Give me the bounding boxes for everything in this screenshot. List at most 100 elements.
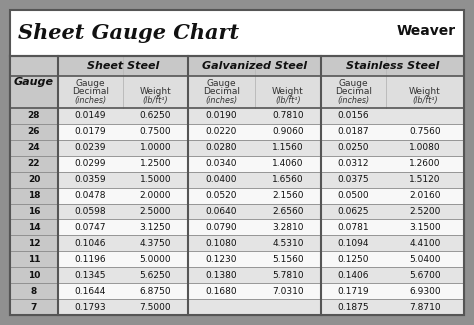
Bar xyxy=(188,140,321,156)
Text: (lb/ft¹): (lb/ft¹) xyxy=(143,97,168,106)
Bar xyxy=(321,108,464,124)
Text: 4.4100: 4.4100 xyxy=(410,239,441,248)
Text: 0.0250: 0.0250 xyxy=(338,143,369,152)
Text: 2.6560: 2.6560 xyxy=(272,207,304,216)
Text: 0.1680: 0.1680 xyxy=(206,287,237,296)
Text: 1.6560: 1.6560 xyxy=(272,175,304,184)
Text: 3.2810: 3.2810 xyxy=(272,223,304,232)
Bar xyxy=(58,140,188,156)
Bar xyxy=(188,124,321,140)
Bar xyxy=(321,56,464,76)
Text: 0.0625: 0.0625 xyxy=(338,207,369,216)
Text: 2.0000: 2.0000 xyxy=(140,191,171,200)
Text: 14: 14 xyxy=(27,223,40,232)
Text: 2.5200: 2.5200 xyxy=(410,207,441,216)
Bar xyxy=(10,156,58,172)
Text: 0.1080: 0.1080 xyxy=(206,239,237,248)
Text: 0.1793: 0.1793 xyxy=(75,303,106,312)
Bar xyxy=(188,188,321,203)
Text: 0.0239: 0.0239 xyxy=(75,143,106,152)
Text: 0.1345: 0.1345 xyxy=(75,271,106,280)
Text: 0.0781: 0.0781 xyxy=(337,223,369,232)
Bar xyxy=(58,283,188,299)
Bar xyxy=(188,219,321,235)
Bar xyxy=(10,108,58,124)
Text: Sheet Steel: Sheet Steel xyxy=(87,61,159,71)
Text: 11: 11 xyxy=(28,255,40,264)
Text: 6.8750: 6.8750 xyxy=(140,287,171,296)
Text: (inches): (inches) xyxy=(205,97,237,106)
Text: 20: 20 xyxy=(28,175,40,184)
Bar xyxy=(188,283,321,299)
Text: 18: 18 xyxy=(28,191,40,200)
Bar xyxy=(10,124,58,140)
Bar xyxy=(321,299,464,315)
Bar xyxy=(10,56,58,76)
Bar xyxy=(188,267,321,283)
Text: 0.1380: 0.1380 xyxy=(206,271,237,280)
Bar xyxy=(58,76,188,108)
Text: 16: 16 xyxy=(28,207,40,216)
Text: 3.1500: 3.1500 xyxy=(409,223,441,232)
Text: 8: 8 xyxy=(31,287,37,296)
Bar xyxy=(10,219,58,235)
Text: 1.4060: 1.4060 xyxy=(272,159,304,168)
Text: 7: 7 xyxy=(31,303,37,312)
Bar xyxy=(188,251,321,267)
Text: 7.8710: 7.8710 xyxy=(409,303,441,312)
Text: 0.0747: 0.0747 xyxy=(75,223,106,232)
Text: 0.1094: 0.1094 xyxy=(338,239,369,248)
Bar xyxy=(58,108,188,124)
Text: 0.0220: 0.0220 xyxy=(206,127,237,136)
Text: 0.1875: 0.1875 xyxy=(337,303,369,312)
Bar xyxy=(321,235,464,251)
Text: Gauge: Gauge xyxy=(14,77,54,87)
Text: 0.1230: 0.1230 xyxy=(206,255,237,264)
Text: 0.0640: 0.0640 xyxy=(206,207,237,216)
Text: 0.0375: 0.0375 xyxy=(337,175,369,184)
Text: 5.7810: 5.7810 xyxy=(272,271,304,280)
Bar xyxy=(188,235,321,251)
Text: 12: 12 xyxy=(28,239,40,248)
Text: 5.0000: 5.0000 xyxy=(140,255,171,264)
Text: 0.0149: 0.0149 xyxy=(75,111,106,121)
Text: 1.0000: 1.0000 xyxy=(140,143,171,152)
Text: 1.2600: 1.2600 xyxy=(409,159,441,168)
Text: 4.3750: 4.3750 xyxy=(140,239,171,248)
Bar xyxy=(321,267,464,283)
Text: 0.0299: 0.0299 xyxy=(75,159,106,168)
Bar xyxy=(188,172,321,188)
Text: Gauge: Gauge xyxy=(207,79,237,87)
Text: 0.0156: 0.0156 xyxy=(337,111,369,121)
Text: Decimal: Decimal xyxy=(335,87,372,97)
Text: 28: 28 xyxy=(28,111,40,121)
Text: 0.1406: 0.1406 xyxy=(338,271,369,280)
Text: 0.0340: 0.0340 xyxy=(206,159,237,168)
Bar xyxy=(10,140,58,156)
Bar xyxy=(321,251,464,267)
Text: Weaver: Weaver xyxy=(397,24,456,38)
Text: Weight: Weight xyxy=(272,87,304,97)
Text: 24: 24 xyxy=(27,143,40,152)
Text: 5.0400: 5.0400 xyxy=(409,255,441,264)
Text: 0.0280: 0.0280 xyxy=(206,143,237,152)
Bar xyxy=(188,156,321,172)
Text: 1.5000: 1.5000 xyxy=(140,175,171,184)
Text: Weight: Weight xyxy=(140,87,172,97)
Text: 0.1719: 0.1719 xyxy=(337,287,369,296)
Text: Weight: Weight xyxy=(409,87,441,97)
Bar xyxy=(321,156,464,172)
Text: Galvanized Steel: Galvanized Steel xyxy=(202,61,307,71)
Bar xyxy=(321,283,464,299)
Text: 0.7810: 0.7810 xyxy=(272,111,304,121)
Bar xyxy=(58,267,188,283)
Bar xyxy=(10,251,58,267)
Text: 5.1560: 5.1560 xyxy=(272,255,304,264)
Text: 0.0790: 0.0790 xyxy=(206,223,237,232)
Bar xyxy=(10,299,58,315)
Text: 0.1046: 0.1046 xyxy=(75,239,106,248)
Bar xyxy=(10,76,58,108)
Text: 0.0520: 0.0520 xyxy=(206,191,237,200)
Text: 0.7560: 0.7560 xyxy=(409,127,441,136)
Bar xyxy=(10,172,58,188)
